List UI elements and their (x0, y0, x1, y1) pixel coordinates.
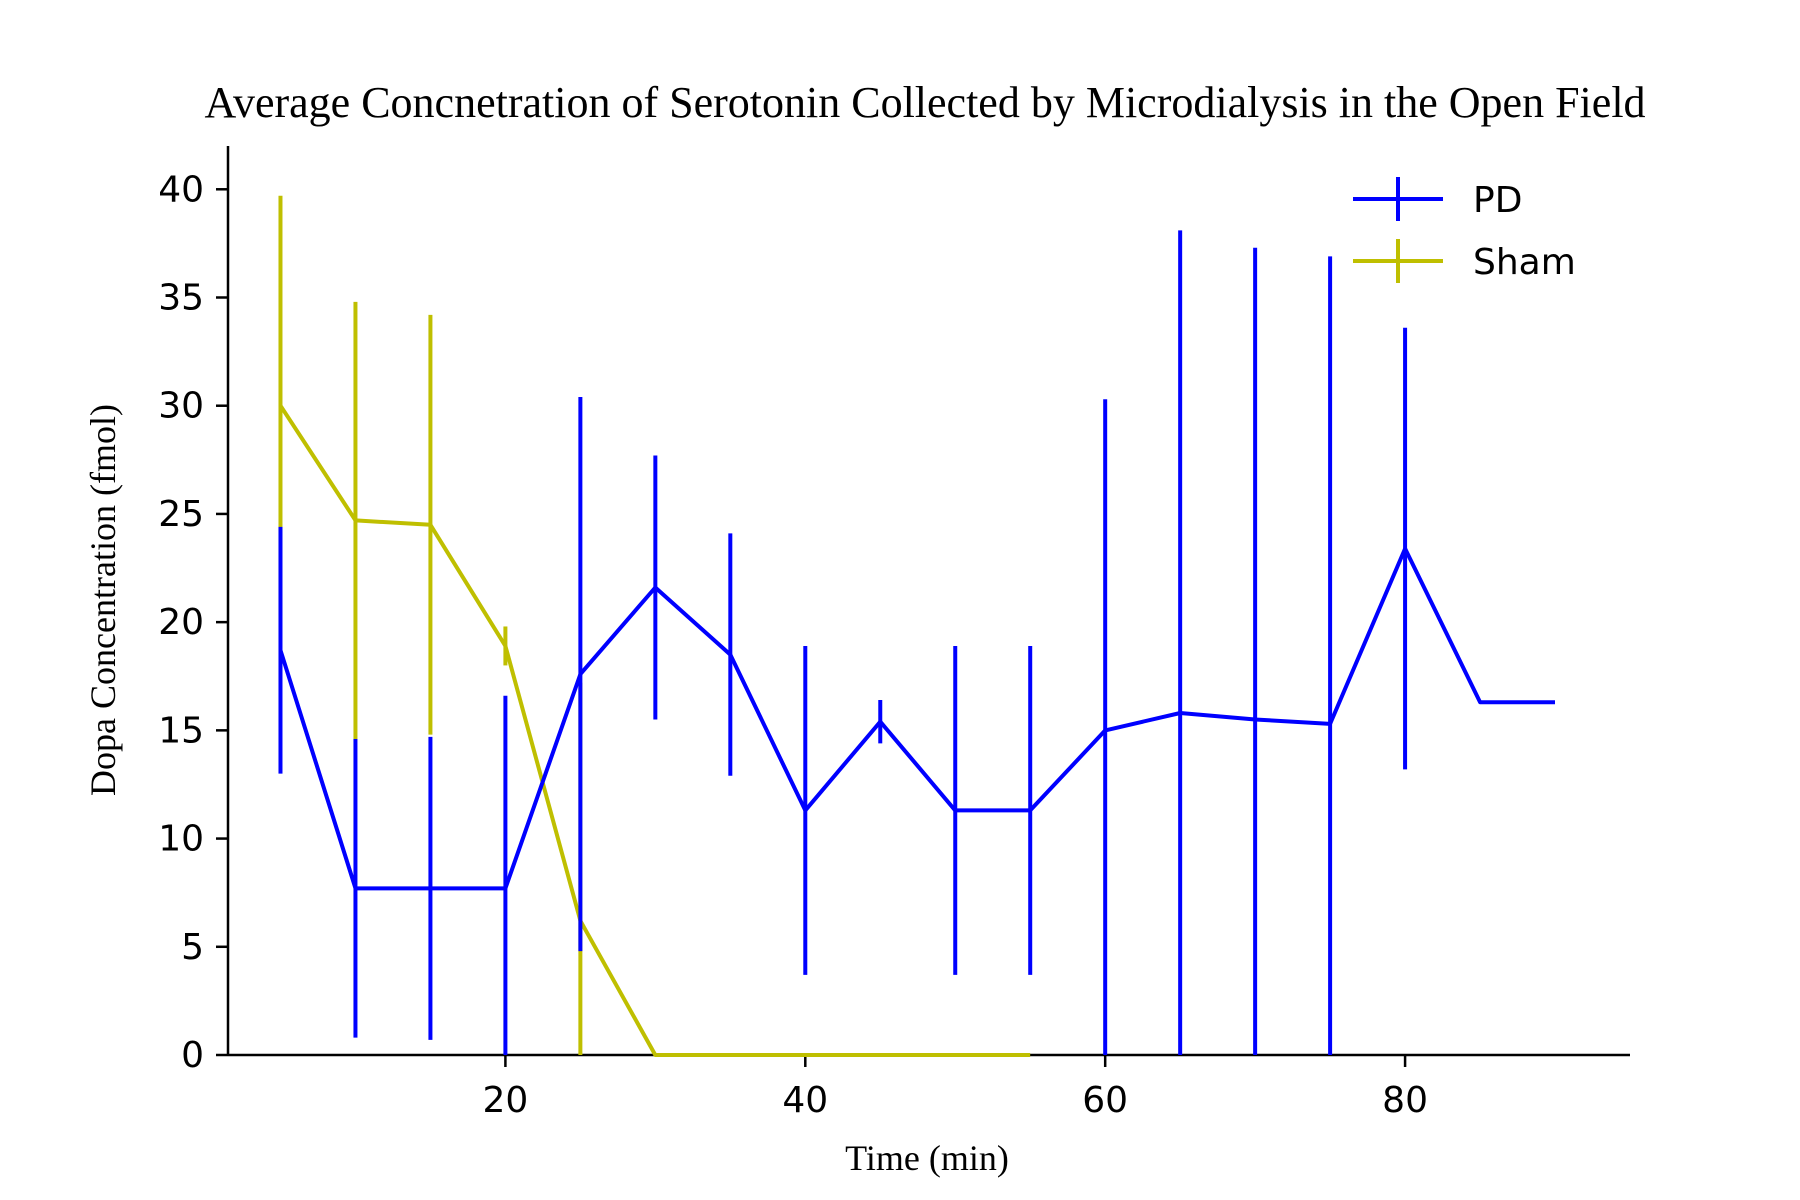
chart-title: Average Concnetration of Serotonin Colle… (204, 78, 1645, 127)
series-pd (278, 230, 1555, 1055)
legend: PD Sham (1353, 177, 1576, 283)
y-tick-label: 40 (158, 169, 204, 210)
legend-entry-sham: Sham (1353, 239, 1576, 283)
x-tick-label: 20 (482, 1080, 528, 1121)
x-tick-label: 80 (1382, 1080, 1428, 1121)
x-tick-label: 40 (782, 1080, 828, 1121)
legend-entry-pd: PD (1353, 177, 1522, 221)
y-axis-label: Dopa Concentration (fmol) (83, 404, 123, 796)
y-tick-label: 25 (158, 494, 204, 535)
axes: 0 5 10 15 20 25 30 35 40 20 40 60 80 (158, 146, 1630, 1121)
y-tick-label: 30 (158, 386, 204, 427)
series-line-pd (278, 546, 1555, 891)
x-tick-label: 60 (1082, 1080, 1128, 1121)
y-tick-label: 20 (158, 602, 204, 643)
y-tick-label: 15 (158, 710, 204, 751)
legend-label-sham: Sham (1473, 242, 1576, 283)
y-tick-label: 0 (181, 1035, 204, 1076)
x-axis-label: Time (min) (845, 1138, 1009, 1178)
series-line-sham (278, 404, 1031, 1057)
y-tick-label: 10 (158, 819, 204, 860)
legend-label-pd: PD (1473, 180, 1522, 221)
series-layer (278, 195, 1555, 1057)
y-tick-label: 35 (158, 278, 204, 319)
y-tick-label: 5 (181, 927, 204, 968)
